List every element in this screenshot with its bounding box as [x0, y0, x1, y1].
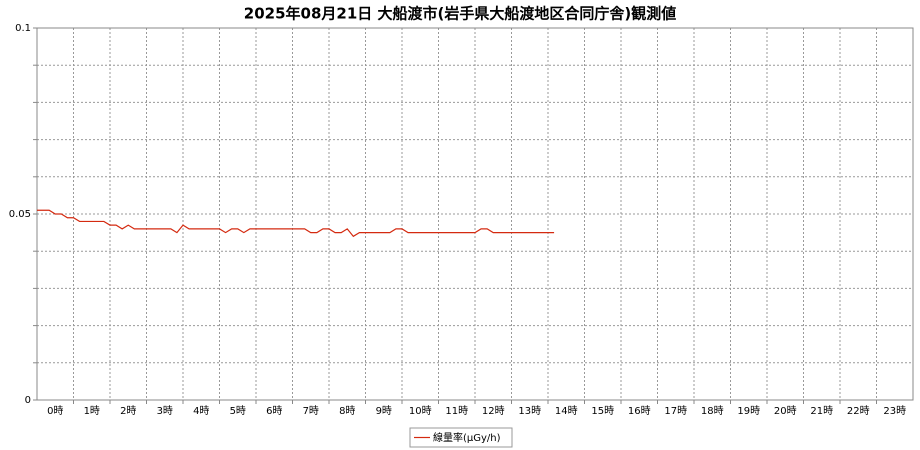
data-line — [37, 209, 555, 238]
x-tick-label: 11時 — [445, 405, 468, 417]
chart-title: 2025年08月21日 大船渡市(岩手県大船渡地区合同庁舎)観測値 — [244, 5, 676, 23]
y-tick-label: 0.05 — [9, 209, 31, 220]
x-tick-label: 6時 — [266, 405, 282, 417]
y-tick-label: 0.1 — [15, 23, 31, 34]
x-tick-label: 12時 — [482, 405, 505, 417]
x-tick-label: 17時 — [664, 405, 687, 417]
x-tick-label: 15時 — [591, 405, 614, 417]
x-tick-label: 23時 — [883, 405, 906, 417]
x-tick-label: 9時 — [376, 405, 392, 417]
x-tick-label: 22時 — [847, 405, 870, 417]
x-tick-label: 2時 — [120, 405, 136, 417]
x-tick-label: 21時 — [810, 405, 833, 417]
x-tick-label: 3時 — [157, 405, 173, 417]
x-tick-label: 18時 — [701, 405, 724, 417]
plot-border — [36, 27, 914, 401]
x-tick-label: 16時 — [628, 405, 651, 417]
legend-box — [409, 427, 513, 448]
x-tick-label: 0時 — [47, 405, 63, 417]
x-tick-label: 1時 — [84, 405, 100, 417]
x-tick-label: 10時 — [409, 405, 432, 417]
x-tick-label: 19時 — [737, 405, 760, 417]
x-tick-label: 8時 — [339, 405, 355, 417]
x-tick-label: 7時 — [303, 405, 319, 417]
x-tick-label: 20時 — [774, 405, 797, 417]
x-tick-label: 13時 — [518, 405, 541, 417]
x-tick-label: 5時 — [230, 405, 246, 417]
x-tick-label: 14時 — [555, 405, 578, 417]
x-tick-label: 4時 — [193, 405, 209, 417]
legend-label: 線量率(μGy/h) — [433, 431, 501, 444]
y-tick-label: 0 — [25, 395, 31, 406]
